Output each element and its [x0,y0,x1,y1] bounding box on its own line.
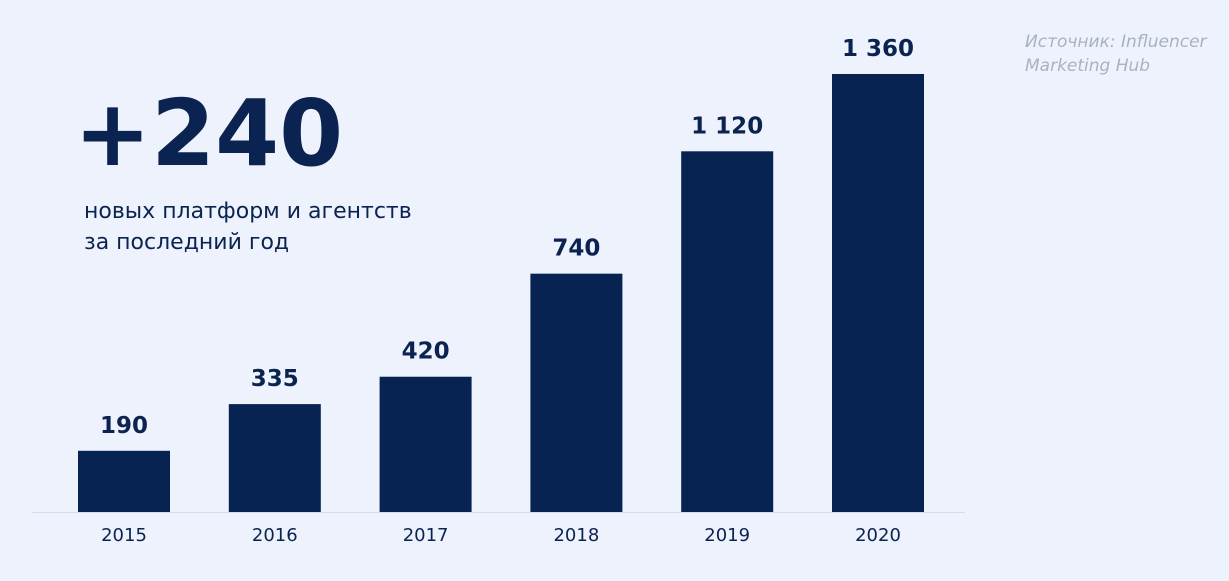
value-label: 190 [100,413,148,439]
bar [228,404,321,512]
value-label: 1 120 [691,113,763,139]
source: Источник: Influencer Marketing Hub [1025,32,1207,76]
x-tick-label: 2015 [101,525,147,546]
bar [832,74,924,512]
x-tick-label: 2017 [403,525,449,546]
bar [681,151,774,512]
bar [379,376,472,512]
value-label: 1 360 [842,36,914,62]
value-label: 740 [552,236,600,262]
x-tick-label: 2018 [553,525,599,546]
x-tick-label: 2019 [704,525,750,546]
annotation-line: за последний год [84,230,289,255]
bar [530,273,623,512]
annotation-line: новых платформ и агентств [84,199,412,224]
value-label: 420 [402,339,450,365]
headline: +240 [74,80,343,187]
x-tick-label: 2020 [855,525,901,546]
bar [78,450,170,512]
x-tick-label: 2016 [252,525,298,546]
value-label: 335 [251,366,299,392]
